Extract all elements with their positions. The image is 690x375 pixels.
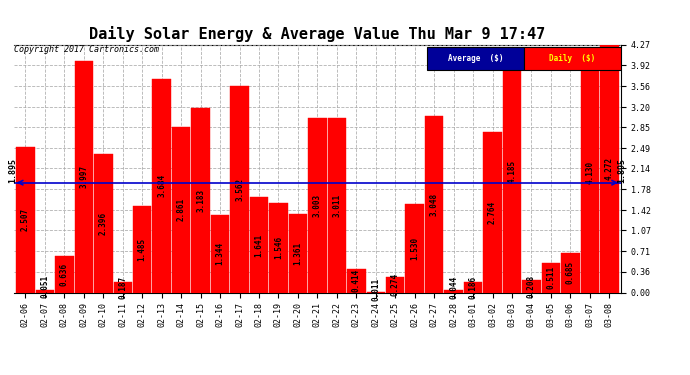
Bar bbox=[406, 204, 424, 292]
Text: 1.641: 1.641 bbox=[255, 233, 264, 256]
Text: Daily  ($): Daily ($) bbox=[549, 54, 595, 63]
Bar bbox=[308, 118, 326, 292]
Bar bbox=[133, 206, 152, 292]
Text: 0.044: 0.044 bbox=[449, 276, 458, 298]
Bar bbox=[522, 280, 541, 292]
Bar bbox=[269, 203, 288, 292]
FancyBboxPatch shape bbox=[426, 48, 524, 70]
Text: 0.051: 0.051 bbox=[41, 275, 50, 298]
Bar bbox=[55, 256, 74, 292]
Bar bbox=[191, 108, 210, 292]
Bar bbox=[503, 50, 521, 292]
Bar bbox=[444, 290, 463, 292]
Text: 0.685: 0.685 bbox=[566, 261, 575, 284]
Text: 0.187: 0.187 bbox=[118, 276, 127, 298]
Bar bbox=[386, 277, 404, 292]
Title: Daily Solar Energy & Average Value Thu Mar 9 17:47: Daily Solar Energy & Average Value Thu M… bbox=[89, 27, 546, 42]
Text: Average  ($): Average ($) bbox=[448, 54, 503, 63]
Bar bbox=[36, 290, 55, 292]
Text: 2.861: 2.861 bbox=[177, 198, 186, 221]
Text: 0.274: 0.274 bbox=[391, 273, 400, 296]
Text: 2.396: 2.396 bbox=[99, 211, 108, 235]
Text: 0.186: 0.186 bbox=[469, 276, 477, 298]
Text: 3.684: 3.684 bbox=[157, 174, 166, 197]
Text: 0.414: 0.414 bbox=[352, 269, 361, 292]
Text: 0.011: 0.011 bbox=[371, 278, 380, 300]
Text: 1.895: 1.895 bbox=[618, 158, 627, 183]
Text: 4.272: 4.272 bbox=[605, 157, 614, 180]
Text: 3.562: 3.562 bbox=[235, 178, 244, 201]
Bar bbox=[94, 154, 112, 292]
Bar bbox=[347, 268, 366, 292]
Text: 3.048: 3.048 bbox=[430, 193, 439, 216]
Text: 1.344: 1.344 bbox=[215, 242, 224, 265]
Bar bbox=[425, 116, 444, 292]
FancyBboxPatch shape bbox=[524, 48, 621, 70]
Text: 3.997: 3.997 bbox=[79, 165, 88, 188]
Text: 0.511: 0.511 bbox=[546, 266, 555, 289]
Text: 4.130: 4.130 bbox=[585, 161, 594, 184]
Bar bbox=[561, 253, 580, 292]
Text: 1.530: 1.530 bbox=[411, 237, 420, 260]
Bar bbox=[17, 147, 34, 292]
Bar bbox=[152, 79, 171, 292]
Text: Copyright 2017 Cartronics.com: Copyright 2017 Cartronics.com bbox=[14, 45, 159, 54]
Bar bbox=[250, 197, 268, 292]
Bar bbox=[211, 214, 229, 292]
Bar bbox=[114, 282, 132, 292]
Text: 0.636: 0.636 bbox=[60, 262, 69, 286]
Text: 1.485: 1.485 bbox=[138, 238, 147, 261]
Bar bbox=[542, 263, 560, 292]
Text: 3.183: 3.183 bbox=[196, 189, 205, 212]
Bar bbox=[483, 132, 502, 292]
Text: 0.208: 0.208 bbox=[527, 275, 536, 298]
Text: 4.185: 4.185 bbox=[508, 160, 517, 183]
Bar bbox=[230, 86, 249, 292]
Text: 3.011: 3.011 bbox=[333, 194, 342, 217]
Text: 3.003: 3.003 bbox=[313, 194, 322, 217]
Text: 2.507: 2.507 bbox=[21, 208, 30, 231]
Bar bbox=[75, 61, 93, 292]
Text: 1.895: 1.895 bbox=[8, 158, 17, 183]
Text: 2.764: 2.764 bbox=[488, 201, 497, 224]
Bar bbox=[580, 53, 599, 292]
Bar bbox=[328, 118, 346, 292]
Bar bbox=[288, 214, 307, 292]
Text: 1.546: 1.546 bbox=[274, 236, 283, 259]
Text: 1.361: 1.361 bbox=[293, 242, 302, 265]
Bar bbox=[600, 45, 618, 292]
Bar bbox=[464, 282, 482, 292]
Bar bbox=[172, 127, 190, 292]
